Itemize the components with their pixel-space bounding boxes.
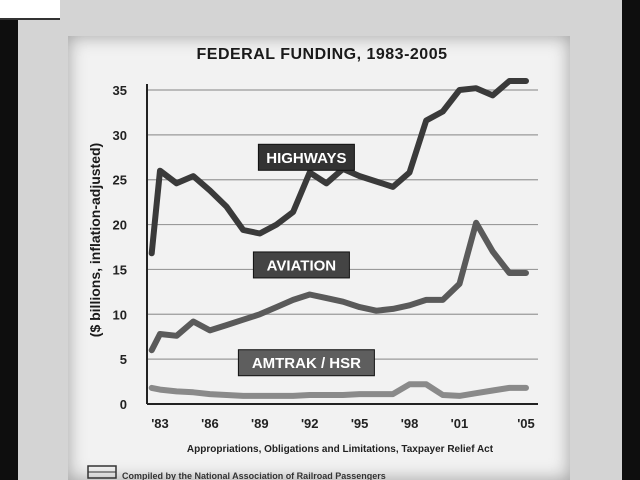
footer: Compiled by the National Association of … bbox=[87, 465, 386, 480]
axes bbox=[146, 84, 538, 405]
x-tick-1995: '95 bbox=[351, 416, 369, 431]
series-labels: HIGHWAYS AVIATION AMTRAK / HSR bbox=[237, 143, 375, 377]
x-axis-caption: Appropriations, Obligations and Limitati… bbox=[187, 444, 494, 455]
chart-title: FEDERAL FUNDING, 1983-2005 bbox=[197, 46, 448, 63]
x-tick-1998: '98 bbox=[401, 416, 419, 431]
x-tick-1986: '86 bbox=[201, 416, 219, 431]
y-tick-35: 35 bbox=[113, 83, 127, 98]
y-tick-20: 20 bbox=[113, 218, 127, 233]
x-tick-labels: '83 '86 '89 '92 '95 '98 '01 '05 bbox=[151, 416, 535, 431]
y-tick-5: 5 bbox=[120, 352, 127, 367]
y-tick-15: 15 bbox=[113, 262, 127, 277]
series-tag-label: HIGHWAYS bbox=[266, 150, 346, 167]
y-tick-25: 25 bbox=[113, 173, 127, 188]
series-lines bbox=[148, 78, 529, 399]
series-tag-box bbox=[252, 251, 350, 279]
series-tag-label: AMTRAK / HSR bbox=[252, 355, 361, 372]
series-tag-box bbox=[237, 349, 375, 377]
y-tick-labels: 0 5 10 15 20 25 30 35 bbox=[113, 83, 127, 412]
y-tick-10: 10 bbox=[113, 307, 127, 322]
series-tag-label: AVIATION bbox=[267, 257, 336, 274]
corner-tab bbox=[0, 0, 60, 20]
y-axis-label: ($ billions, inflation-adjusted) bbox=[87, 143, 103, 337]
series-line-highways bbox=[148, 78, 529, 257]
x-tick-1983: '83 bbox=[151, 416, 169, 431]
y-tick-30: 30 bbox=[113, 128, 127, 143]
series-tag-box bbox=[257, 143, 355, 171]
x-tick-1989: '89 bbox=[251, 416, 269, 431]
footer-note: Compiled by the National Association of … bbox=[122, 471, 386, 480]
series-line-aviation bbox=[148, 219, 529, 354]
y-tick-0: 0 bbox=[120, 397, 127, 412]
x-tick-1992: '92 bbox=[301, 416, 319, 431]
x-tick-2001: '01 bbox=[451, 416, 469, 431]
x-tick-2005: '05 bbox=[517, 416, 535, 431]
series-line-amtrak-hsr bbox=[148, 381, 529, 399]
